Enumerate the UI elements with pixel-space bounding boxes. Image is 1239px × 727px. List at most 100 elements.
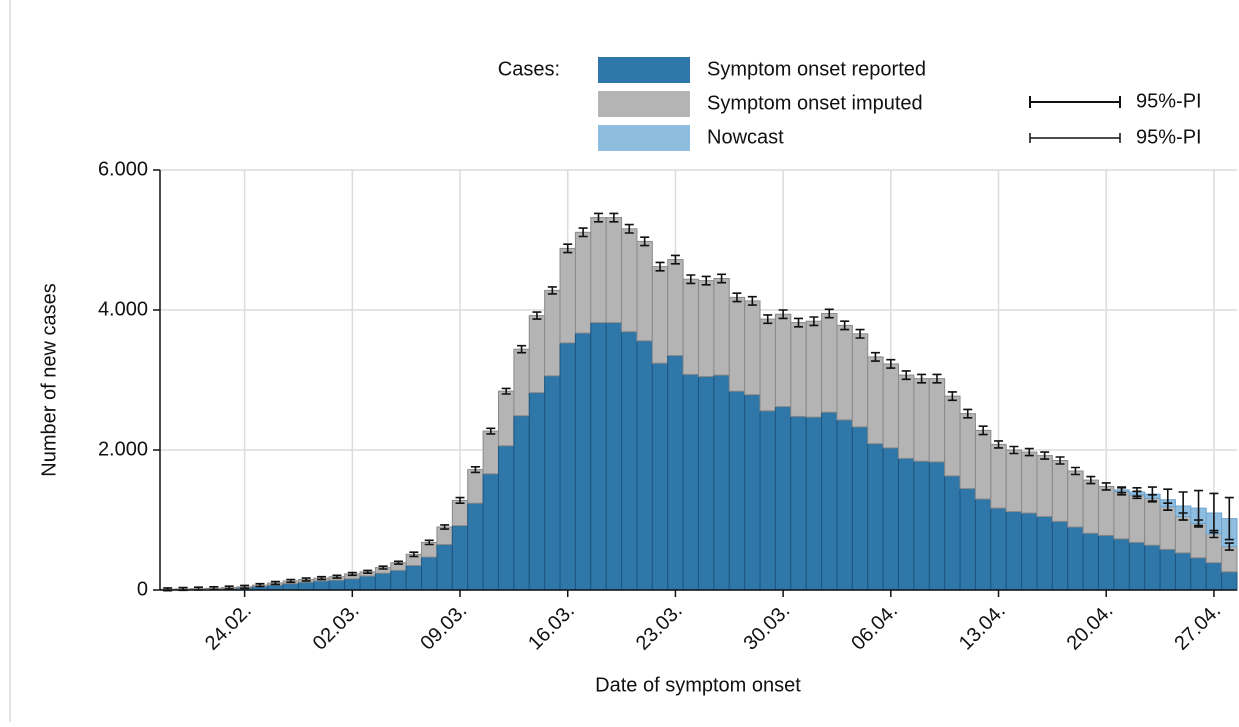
bar (822, 412, 837, 590)
y-tick-label: 6.000 (98, 158, 148, 180)
bar (452, 526, 467, 590)
bar (1129, 495, 1144, 543)
bar (1006, 512, 1021, 590)
bar (914, 379, 929, 462)
bar (452, 500, 467, 525)
legend-title: Cases: (498, 58, 560, 80)
bar (714, 279, 729, 376)
bar (914, 461, 929, 590)
bar (960, 414, 975, 489)
bar (868, 444, 883, 590)
bar (545, 376, 560, 590)
bar (822, 314, 837, 413)
bar (883, 364, 898, 448)
bar (1099, 535, 1114, 590)
bar (775, 314, 790, 406)
bar (991, 508, 1006, 590)
bar (929, 379, 944, 462)
pi-glyph (1030, 133, 1120, 143)
bar (1129, 542, 1144, 590)
bar (529, 393, 544, 590)
x-tick-label: 27.04. (1170, 600, 1225, 655)
bar (391, 570, 406, 590)
bar (683, 374, 698, 590)
y-tick-label: 2.000 (98, 438, 148, 460)
bar (1160, 549, 1175, 590)
bar (1206, 563, 1221, 590)
bar (345, 579, 360, 590)
bar (637, 241, 652, 340)
bar (1068, 527, 1083, 590)
bar (637, 341, 652, 590)
legend-label: Nowcast (707, 126, 784, 148)
bar (329, 580, 344, 590)
bar (1175, 517, 1190, 553)
bar (1052, 521, 1067, 590)
bar (468, 470, 483, 504)
bar (606, 323, 621, 590)
bar (729, 297, 744, 391)
x-tick-label: 09.03. (416, 600, 471, 655)
bar (975, 430, 990, 499)
bar (483, 431, 498, 474)
bar (1114, 539, 1129, 590)
bar (560, 248, 575, 343)
bar (960, 489, 975, 591)
x-tick-label: 23.03. (632, 600, 687, 655)
bar (837, 420, 852, 590)
bar (560, 343, 575, 590)
y-tick-label: 0 (137, 578, 148, 600)
bar (575, 333, 590, 590)
bar (760, 319, 775, 411)
bar (699, 377, 714, 591)
bar (1145, 498, 1160, 545)
bar (298, 582, 313, 590)
bar (1006, 450, 1021, 512)
legend-swatch (598, 125, 690, 151)
bar (1222, 572, 1237, 590)
bar (575, 232, 590, 333)
bar (1083, 480, 1098, 533)
bar (483, 474, 498, 590)
legend-label: Symptom onset imputed (707, 92, 923, 114)
x-tick-label: 20.04. (1063, 600, 1118, 655)
bar (683, 279, 698, 374)
bar (1052, 461, 1067, 522)
legend-swatch (598, 91, 690, 117)
bar (699, 281, 714, 377)
bar (606, 218, 621, 323)
bar (498, 446, 513, 590)
bar (514, 416, 529, 590)
bar (1022, 513, 1037, 590)
bar (283, 584, 298, 590)
bar (1022, 452, 1037, 513)
bar (1083, 533, 1098, 590)
x-tick-label: 06.04. (847, 600, 902, 655)
bar (775, 407, 790, 590)
bar (1037, 456, 1052, 517)
bar (791, 323, 806, 417)
bar (375, 573, 390, 590)
bar (406, 566, 421, 591)
bar (945, 476, 960, 590)
bar (991, 444, 1006, 508)
bar (1114, 491, 1129, 539)
bar (652, 363, 667, 590)
bar (591, 218, 606, 323)
y-tick-label: 4.000 (98, 298, 148, 320)
bar (1160, 507, 1175, 550)
bar (622, 332, 637, 590)
bar (975, 499, 990, 590)
x-tick-label: 24.02. (201, 600, 256, 655)
bar (729, 391, 744, 590)
bar (1099, 486, 1114, 535)
bar (745, 395, 760, 590)
bar (760, 411, 775, 590)
pi-label: 95%-PI (1136, 90, 1202, 112)
bar (1191, 524, 1206, 558)
bar (1037, 517, 1052, 591)
pi-glyph (1030, 96, 1120, 108)
bar (806, 321, 821, 417)
bar (314, 581, 329, 590)
bar (945, 396, 960, 476)
